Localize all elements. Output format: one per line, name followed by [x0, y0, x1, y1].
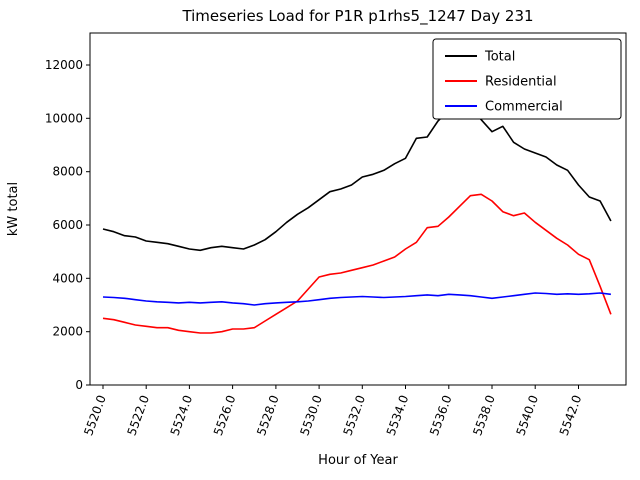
- x-tick-label: 5532.0: [341, 393, 369, 437]
- x-tick-label: 5540.0: [513, 393, 541, 437]
- legend-box: [432, 38, 622, 120]
- legend-label-residential: Residential: [485, 75, 557, 90]
- y-tick-label: 6000: [52, 218, 83, 232]
- y-tick-label: 4000: [52, 271, 83, 285]
- x-tick-label: 5524.0: [168, 393, 196, 437]
- x-tick-label: 5538.0: [470, 393, 498, 437]
- x-tick-label: 5542.0: [557, 393, 585, 437]
- legend-label-total: Total: [484, 50, 515, 65]
- y-tick-label: 8000: [52, 165, 83, 179]
- x-tick-label: 5536.0: [427, 393, 455, 437]
- chart-title: Timeseries Load for P1R p1rhs5_1247 Day …: [181, 7, 533, 26]
- y-tick-label: 12000: [45, 58, 83, 72]
- x-tick-label: 5534.0: [384, 393, 412, 437]
- y-tick-label: 10000: [45, 111, 83, 125]
- x-tick-label: 5522.0: [124, 393, 152, 437]
- y-tick-label: 2000: [52, 325, 83, 339]
- x-axis-label: Hour of Year: [318, 453, 398, 468]
- x-tick-label: 5528.0: [254, 393, 282, 437]
- y-tick-label: 0: [75, 378, 83, 392]
- series-line-commercial: [102, 292, 611, 306]
- y-axis-label: kW total: [6, 182, 21, 236]
- x-tick-label: 5530.0: [297, 393, 325, 437]
- legend-label-commercial: Commercial: [485, 100, 563, 115]
- chart-plot-area: 0 2000 4000 6000 8000 10000 12000 5520.0 5522.0 5…: [45, 32, 627, 437]
- series-line-residential: [102, 193, 612, 334]
- x-tick-label: 5526.0: [211, 393, 239, 437]
- series-line-total: [102, 104, 612, 252]
- x-tick-label: 5520.0: [81, 393, 109, 437]
